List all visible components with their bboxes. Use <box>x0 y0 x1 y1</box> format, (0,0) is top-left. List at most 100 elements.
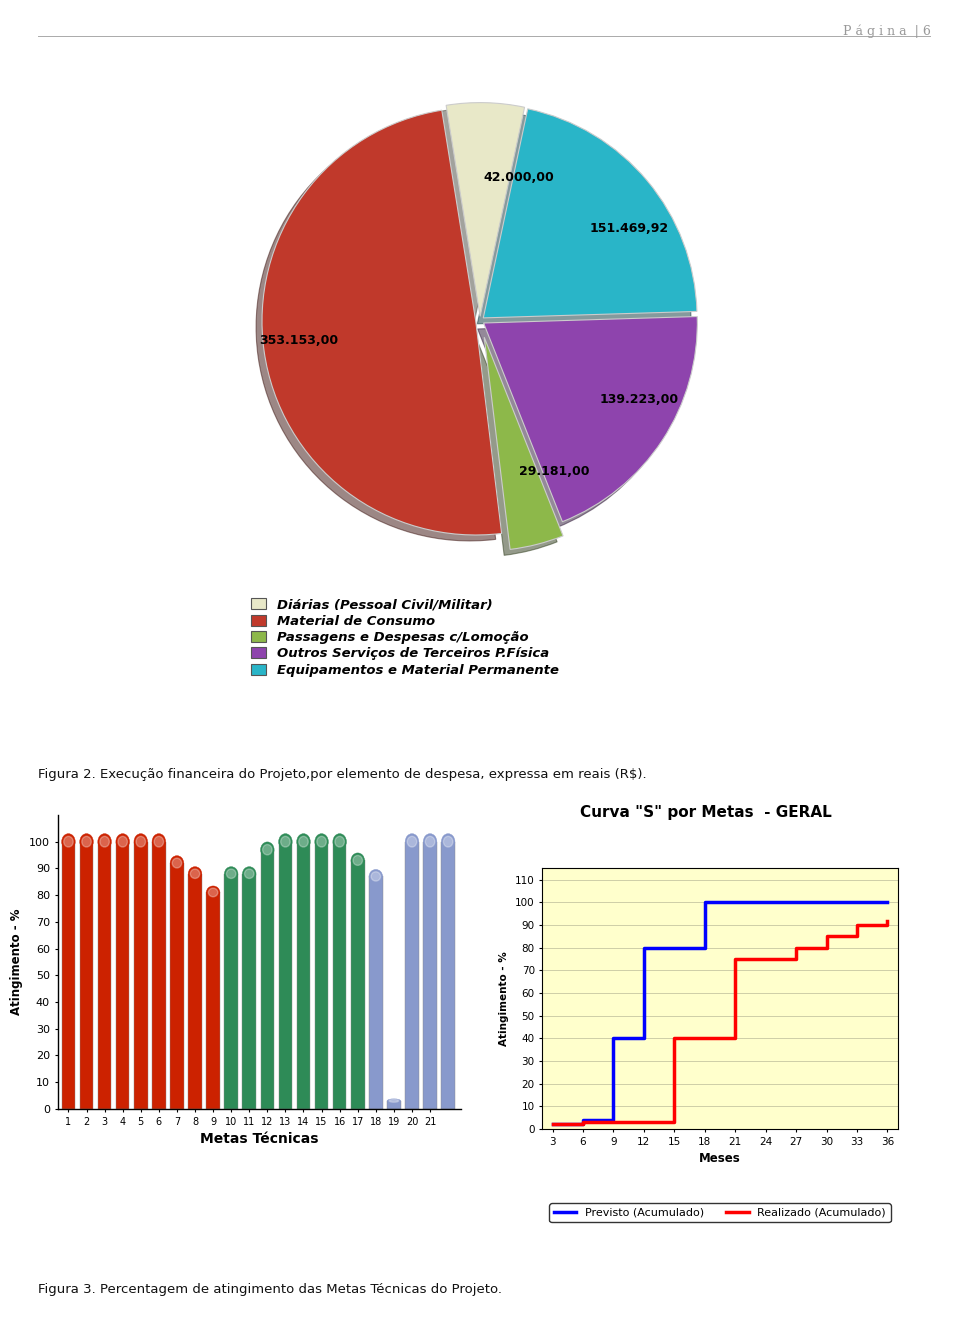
Ellipse shape <box>116 834 130 850</box>
Realizado (Acumulado) <box>608 1114 619 1130</box>
Ellipse shape <box>82 836 91 847</box>
Wedge shape <box>484 317 697 521</box>
Bar <box>260 850 275 1109</box>
Realizado (Acumulado) <box>699 1030 710 1046</box>
Ellipse shape <box>315 834 328 850</box>
Bar <box>116 842 130 1109</box>
Bar <box>351 860 365 1109</box>
Ellipse shape <box>263 844 272 855</box>
Legend: Diárias (Pessoal Civil/Militar), Material de Consumo, Passagens e Despesas c/Lom: Diárias (Pessoal Civil/Militar), Materia… <box>247 595 563 680</box>
Ellipse shape <box>423 834 437 850</box>
Realizado (Acumulado) <box>730 951 741 967</box>
Ellipse shape <box>278 834 292 850</box>
Previsto (Acumulado) <box>790 894 802 910</box>
Ellipse shape <box>63 836 73 847</box>
Bar <box>134 842 148 1109</box>
Bar <box>297 842 310 1109</box>
X-axis label: Metas Técnicas: Metas Técnicas <box>200 1132 319 1146</box>
Ellipse shape <box>369 870 383 883</box>
Line: Previsto (Acumulado): Previsto (Acumulado) <box>553 902 887 1125</box>
Bar <box>405 842 419 1109</box>
Y-axis label: Atingimento - %: Atingimento - % <box>11 908 23 1015</box>
Previsto (Acumulado) <box>699 894 710 910</box>
Ellipse shape <box>387 1098 400 1104</box>
Ellipse shape <box>407 836 417 847</box>
Ellipse shape <box>297 834 310 850</box>
Ellipse shape <box>299 836 308 847</box>
Bar <box>333 842 347 1109</box>
Ellipse shape <box>353 855 363 866</box>
Ellipse shape <box>172 858 181 868</box>
Bar <box>80 842 93 1109</box>
Bar <box>225 874 238 1109</box>
Ellipse shape <box>155 836 163 847</box>
Ellipse shape <box>118 836 128 847</box>
Ellipse shape <box>227 868 236 879</box>
Ellipse shape <box>225 867 238 880</box>
Previsto (Acumulado) <box>730 894 741 910</box>
Line: Realizado (Acumulado): Realizado (Acumulado) <box>553 921 887 1125</box>
Ellipse shape <box>335 836 345 847</box>
Bar <box>206 892 220 1109</box>
Ellipse shape <box>136 836 146 847</box>
Previsto (Acumulado) <box>821 894 832 910</box>
Realizado (Acumulado) <box>668 1030 680 1046</box>
Text: 29.181,00: 29.181,00 <box>518 465 589 478</box>
Text: P á g i n a  | 6: P á g i n a | 6 <box>843 24 931 37</box>
Bar <box>369 876 383 1109</box>
Text: 151.469,92: 151.469,92 <box>590 222 669 235</box>
Previsto (Acumulado) <box>668 939 680 955</box>
Realizado (Acumulado) <box>852 916 863 933</box>
Wedge shape <box>446 103 524 317</box>
Bar <box>442 842 455 1109</box>
Ellipse shape <box>444 836 453 847</box>
Bar <box>152 842 166 1109</box>
Ellipse shape <box>206 886 220 899</box>
Y-axis label: Atingimento - %: Atingimento - % <box>499 951 510 1046</box>
Ellipse shape <box>190 868 200 879</box>
Bar <box>188 874 202 1109</box>
Ellipse shape <box>333 834 347 850</box>
Realizado (Acumulado) <box>760 951 772 967</box>
Bar <box>98 842 111 1109</box>
Ellipse shape <box>208 888 218 896</box>
Ellipse shape <box>405 834 419 850</box>
Ellipse shape <box>152 834 166 850</box>
Ellipse shape <box>389 1100 398 1102</box>
Ellipse shape <box>80 834 93 850</box>
Bar <box>170 863 183 1109</box>
Bar <box>278 842 292 1109</box>
Ellipse shape <box>442 834 455 850</box>
Realizado (Acumulado) <box>638 1114 650 1130</box>
Bar <box>61 842 75 1109</box>
Ellipse shape <box>188 867 202 880</box>
Previsto (Acumulado) <box>881 894 893 910</box>
Ellipse shape <box>280 836 290 847</box>
Ellipse shape <box>170 855 183 871</box>
Wedge shape <box>262 110 502 534</box>
Wedge shape <box>483 108 697 318</box>
Previsto (Acumulado) <box>638 939 650 955</box>
Text: Figura 3. Percentagem de atingimento das Metas Técnicas do Projeto.: Figura 3. Percentagem de atingimento das… <box>38 1283 502 1296</box>
Text: Curva "S" por Metas  - GERAL: Curva "S" por Metas - GERAL <box>580 804 831 820</box>
Realizado (Acumulado) <box>821 929 832 945</box>
Realizado (Acumulado) <box>577 1114 588 1130</box>
Text: 353.153,00: 353.153,00 <box>259 334 338 347</box>
Realizado (Acumulado) <box>881 912 893 929</box>
Ellipse shape <box>134 834 148 850</box>
Ellipse shape <box>260 842 275 858</box>
Wedge shape <box>484 337 564 549</box>
Previsto (Acumulado) <box>547 1117 559 1133</box>
Previsto (Acumulado) <box>760 894 772 910</box>
Ellipse shape <box>100 836 109 847</box>
Previsto (Acumulado) <box>608 1030 619 1046</box>
Legend: Previsto (Acumulado), Realizado (Acumulado): Previsto (Acumulado), Realizado (Acumula… <box>549 1204 891 1222</box>
Ellipse shape <box>351 852 365 868</box>
Ellipse shape <box>98 834 111 850</box>
Text: 139.223,00: 139.223,00 <box>600 393 679 406</box>
Realizado (Acumulado) <box>547 1117 559 1133</box>
Ellipse shape <box>372 872 380 880</box>
Bar <box>387 1101 400 1109</box>
Previsto (Acumulado) <box>852 894 863 910</box>
Text: 42.000,00: 42.000,00 <box>484 171 554 184</box>
